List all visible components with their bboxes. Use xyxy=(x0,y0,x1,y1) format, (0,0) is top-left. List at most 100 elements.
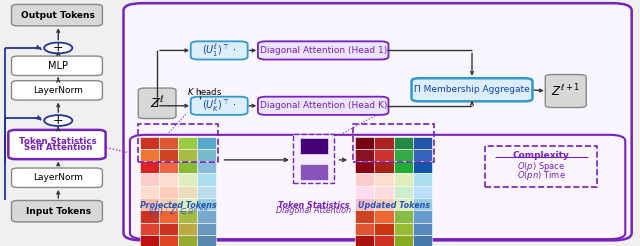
Bar xyxy=(413,149,432,161)
FancyBboxPatch shape xyxy=(412,78,532,101)
Bar xyxy=(394,235,413,246)
Bar xyxy=(178,210,197,223)
Bar xyxy=(140,137,159,149)
Bar xyxy=(394,173,413,186)
Bar xyxy=(159,161,178,173)
Bar xyxy=(178,235,197,246)
Bar xyxy=(197,173,216,186)
FancyBboxPatch shape xyxy=(191,97,248,115)
Bar xyxy=(159,235,178,246)
Bar xyxy=(140,235,159,246)
Text: LayerNorm: LayerNorm xyxy=(33,86,83,95)
Bar xyxy=(197,186,216,198)
Text: Output Tokens: Output Tokens xyxy=(21,11,95,19)
Text: $(U_k^{\ell})^{\top} Z^{\ell} \in \mathbb{R}^{p\times n}$: $(U_k^{\ell})^{\top} Z^{\ell} \in \mathb… xyxy=(148,206,208,220)
FancyBboxPatch shape xyxy=(12,81,102,100)
Circle shape xyxy=(44,43,72,53)
Text: Token Statistics: Token Statistics xyxy=(278,201,349,210)
Bar xyxy=(374,149,394,161)
Text: Diagonal Attention (Head K): Diagonal Attention (Head K) xyxy=(259,101,387,110)
FancyBboxPatch shape xyxy=(258,97,388,115)
Bar xyxy=(140,161,159,173)
Text: $K$ heads: $K$ heads xyxy=(187,86,222,97)
FancyBboxPatch shape xyxy=(138,88,176,119)
FancyBboxPatch shape xyxy=(258,41,388,60)
Bar xyxy=(197,210,216,223)
Bar xyxy=(394,210,413,223)
Text: $O(p)$ Space: $O(p)$ Space xyxy=(517,160,565,173)
Bar xyxy=(159,223,178,235)
Bar xyxy=(485,146,597,187)
FancyBboxPatch shape xyxy=(130,135,625,239)
Bar xyxy=(140,210,159,223)
Bar xyxy=(394,223,413,235)
Text: Updated Tokens: Updated Tokens xyxy=(358,201,429,210)
Bar xyxy=(138,124,218,162)
Bar xyxy=(197,137,216,149)
Bar xyxy=(394,186,413,198)
Bar xyxy=(300,164,328,180)
Bar xyxy=(374,198,394,210)
Bar xyxy=(300,138,328,154)
Bar xyxy=(197,235,216,246)
Bar xyxy=(413,186,432,198)
Bar xyxy=(159,186,178,198)
FancyBboxPatch shape xyxy=(12,168,102,187)
Text: Projected Tokens: Projected Tokens xyxy=(140,201,216,210)
Text: Diagonal Attention: Diagonal Attention xyxy=(276,206,351,215)
Bar xyxy=(355,149,374,161)
Bar xyxy=(394,149,413,161)
Bar xyxy=(355,173,374,186)
Bar xyxy=(394,137,413,149)
Bar xyxy=(374,210,394,223)
Bar xyxy=(353,124,434,162)
Bar xyxy=(374,173,394,186)
Bar xyxy=(355,210,374,223)
Text: $Z^{\ell}$: $Z^{\ell}$ xyxy=(150,95,164,111)
Bar xyxy=(178,198,197,210)
FancyBboxPatch shape xyxy=(12,4,102,26)
Bar xyxy=(159,137,178,149)
Bar xyxy=(413,198,432,210)
Bar xyxy=(394,198,413,210)
Bar xyxy=(159,173,178,186)
Bar xyxy=(140,149,159,161)
Bar xyxy=(197,198,216,210)
Text: Self Attention: Self Attention xyxy=(24,143,92,152)
Bar xyxy=(374,161,394,173)
Bar xyxy=(413,223,432,235)
Bar xyxy=(355,235,374,246)
Bar xyxy=(178,223,197,235)
Bar xyxy=(197,161,216,173)
Circle shape xyxy=(44,115,72,126)
Bar xyxy=(413,210,432,223)
Text: Diagonal Attention (Head 1): Diagonal Attention (Head 1) xyxy=(260,46,387,55)
Bar xyxy=(355,161,374,173)
Text: Input Tokens: Input Tokens xyxy=(26,207,91,215)
Text: +: + xyxy=(53,114,63,127)
Text: $O(pn)$ Time: $O(pn)$ Time xyxy=(516,169,566,182)
Bar xyxy=(140,198,159,210)
FancyBboxPatch shape xyxy=(191,41,248,60)
Text: $(U_K^{\ell})^{\top}\cdot$: $(U_K^{\ell})^{\top}\cdot$ xyxy=(202,97,236,114)
Text: +: + xyxy=(53,42,63,54)
Bar xyxy=(355,223,374,235)
FancyBboxPatch shape xyxy=(124,3,632,240)
Bar xyxy=(178,149,197,161)
Bar xyxy=(159,149,178,161)
Text: Token Statistics: Token Statistics xyxy=(19,137,97,146)
Bar xyxy=(159,198,178,210)
Bar xyxy=(140,223,159,235)
Bar xyxy=(178,173,197,186)
Text: MLP: MLP xyxy=(48,61,68,71)
Bar xyxy=(374,235,394,246)
Bar xyxy=(413,235,432,246)
Bar xyxy=(178,161,197,173)
Bar xyxy=(159,210,178,223)
Bar xyxy=(355,137,374,149)
Text: Complexity: Complexity xyxy=(513,151,570,160)
Bar xyxy=(374,223,394,235)
Bar xyxy=(374,137,394,149)
FancyBboxPatch shape xyxy=(8,130,106,159)
Bar xyxy=(197,223,216,235)
